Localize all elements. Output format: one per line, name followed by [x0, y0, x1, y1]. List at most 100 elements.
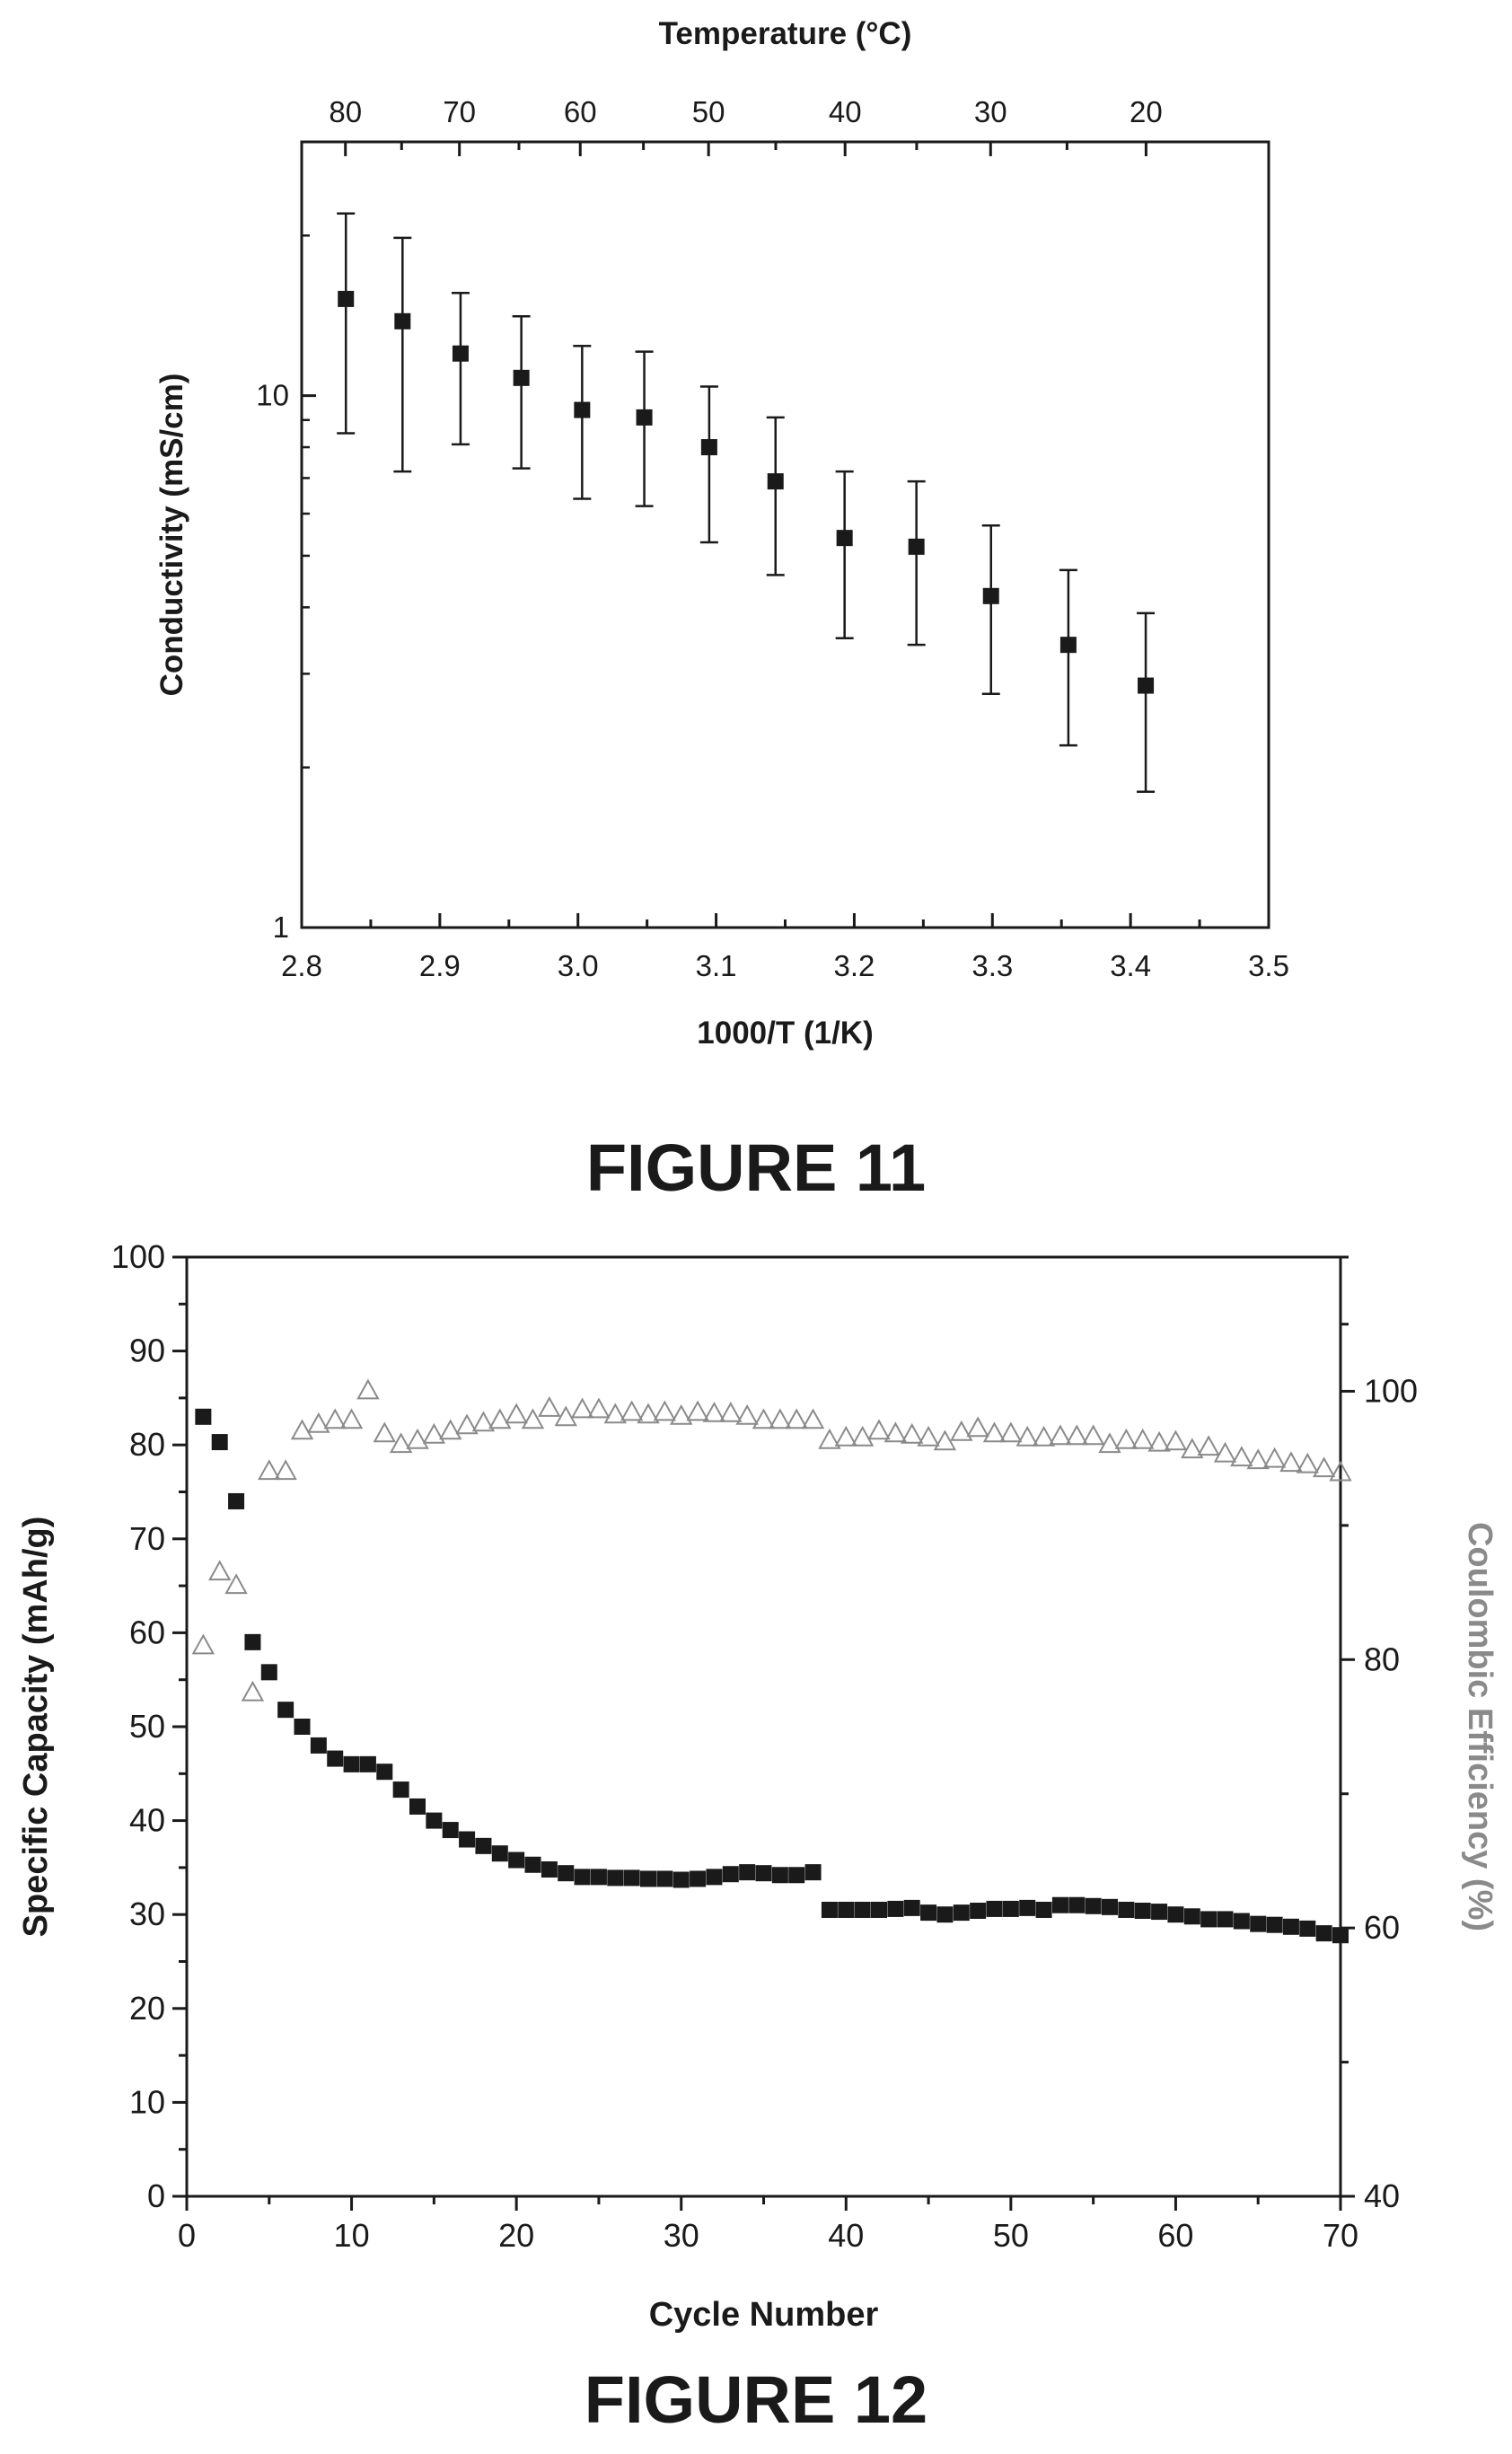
right-tick-label: 80 — [1364, 1640, 1400, 1677]
capacity-point — [656, 1870, 673, 1887]
data-point — [1059, 637, 1077, 654]
y-axis-label: Conductivity (mS/cm) — [154, 374, 189, 697]
capacity-point — [607, 1869, 624, 1887]
top-tick-label: 30 — [974, 95, 1007, 128]
efficiency-point — [1098, 1432, 1121, 1454]
capacity-point — [541, 1860, 558, 1878]
capacity-point — [1151, 1904, 1168, 1921]
capacity-point — [260, 1664, 277, 1681]
capacity-point — [953, 1904, 970, 1922]
right-tick-label: 100 — [1364, 1372, 1418, 1409]
capacity-point — [310, 1737, 327, 1754]
efficiency-point — [1312, 1456, 1336, 1478]
efficiency-point — [274, 1459, 297, 1481]
x-tick-label: 40 — [828, 2217, 864, 2254]
figure-12-cycling-chart: 0 10 20 30 40 50 60 70 0 10 20 30 40 50 60 70 80 90 100 40 6… — [17, 1238, 1499, 2334]
x-tick-label: 50 — [993, 2217, 1029, 2254]
x-tick-label: 30 — [664, 2217, 699, 2254]
top-tick-label: 50 — [692, 95, 725, 128]
efficiency-point — [1049, 1424, 1072, 1446]
efficiency-point — [1262, 1447, 1287, 1468]
efficiency-point — [1147, 1430, 1171, 1452]
efficiency-point — [1131, 1428, 1155, 1449]
efficiency-point — [901, 1422, 924, 1444]
data-point — [836, 530, 853, 547]
x-axis-label: 1000/T (1/K) — [697, 1016, 873, 1051]
efficiency-point — [1197, 1435, 1220, 1456]
capacity-point — [1183, 1908, 1200, 1925]
capacity-point — [228, 1492, 245, 1509]
right-tick-label: 60 — [1364, 1909, 1400, 1946]
x-tick-label: 70 — [1323, 2217, 1358, 2254]
x-tick-label: 3.3 — [971, 949, 1013, 982]
y-tick-label: 60 — [129, 1614, 165, 1650]
efficiency-point — [587, 1397, 611, 1419]
capacity-point — [590, 1869, 607, 1886]
capacity-point — [244, 1633, 261, 1650]
efficiency-point — [471, 1411, 496, 1432]
efficiency-point — [455, 1413, 479, 1435]
capacity-point — [1134, 1903, 1151, 1920]
capacity-point — [903, 1899, 920, 1916]
data-point — [636, 409, 653, 426]
capacity-point — [574, 1869, 591, 1886]
x-tick-label: 2.8 — [281, 949, 322, 982]
x-tick-label: 2.9 — [419, 949, 461, 982]
y-tick-label: 40 — [129, 1802, 165, 1839]
efficiency-point — [389, 1432, 413, 1454]
x-tick-label: 3.1 — [696, 949, 737, 982]
capacity-point — [359, 1755, 376, 1772]
efficiency-point — [538, 1396, 561, 1417]
right-axis-label: Coulombic Efficiency (%) — [1461, 1522, 1499, 1931]
efficiency-point — [653, 1400, 677, 1421]
top-tick-label: 20 — [1130, 95, 1163, 128]
efficiency-point — [999, 1421, 1023, 1443]
efficiency-point — [224, 1573, 248, 1595]
efficiency-point — [241, 1680, 265, 1702]
y-tick-label: 20 — [129, 1990, 165, 2027]
capacity-point — [706, 1869, 723, 1886]
capacity-point — [442, 1822, 459, 1839]
efficiency-point — [1279, 1451, 1303, 1473]
efficiency-point — [208, 1560, 232, 1581]
efficiency-point — [735, 1403, 759, 1425]
capacity-point — [1102, 1898, 1118, 1915]
capacity-point — [755, 1865, 772, 1882]
efficiency-point — [307, 1412, 330, 1433]
capacity-point — [1266, 1916, 1283, 1933]
capacity-point — [1250, 1915, 1267, 1932]
efficiency-point — [356, 1378, 380, 1400]
y-tick-label: 90 — [129, 1333, 165, 1369]
efficiency-point — [982, 1421, 1007, 1443]
efficiency-point — [373, 1421, 396, 1443]
capacity-point — [294, 1719, 311, 1735]
capacity-point — [871, 1901, 887, 1918]
y-tick-label: 50 — [129, 1708, 165, 1745]
y-tick-label: 30 — [129, 1895, 165, 1932]
data-point — [574, 401, 591, 418]
x-tick-label: 60 — [1157, 2217, 1193, 2254]
data-point — [982, 587, 999, 604]
efficiency-point — [290, 1419, 314, 1440]
capacity-point — [392, 1781, 409, 1799]
efficiency-point — [637, 1403, 660, 1424]
efficiency-point — [933, 1429, 957, 1451]
right-tick-label: 40 — [1364, 2177, 1400, 2214]
capacity-point — [690, 1870, 707, 1887]
y-axis-label: Specific Capacity (mAh/g) — [17, 1517, 55, 1938]
data-point — [338, 290, 355, 307]
efficiency-point — [191, 1633, 215, 1655]
capacity-point — [640, 1870, 656, 1887]
data-point — [1138, 677, 1155, 694]
capacity-point — [722, 1866, 739, 1883]
y-tick-label: 70 — [129, 1520, 165, 1557]
efficiency-point — [917, 1425, 940, 1447]
data-point — [767, 473, 784, 490]
x-tick-label: 3.0 — [558, 949, 599, 982]
x-tick-label: 3.2 — [833, 949, 875, 982]
capacity-point — [920, 1904, 937, 1922]
capacity-point — [887, 1900, 904, 1917]
efficiency-point — [422, 1422, 446, 1444]
efficiency-point — [883, 1421, 908, 1443]
y-tick-label: 0 — [147, 2177, 165, 2214]
